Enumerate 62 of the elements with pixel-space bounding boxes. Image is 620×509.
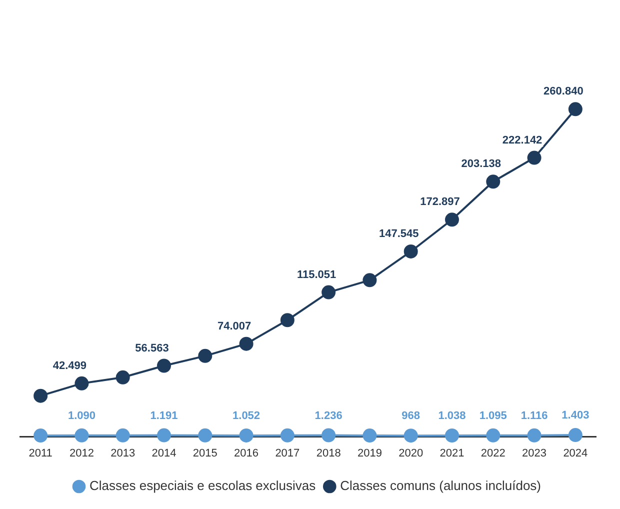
legend-label: Classes especiais e escolas exclusivas <box>89 478 316 494</box>
point <box>527 428 542 442</box>
data-label: 260.840 <box>544 86 584 98</box>
data-label: 1.191 <box>150 410 178 422</box>
point <box>445 212 459 227</box>
data-label: 147.545 <box>378 228 419 240</box>
x-tick-label: 2019 <box>357 447 382 460</box>
point <box>362 428 377 443</box>
x-tick-label: 2011 <box>28 447 52 460</box>
data-label: 968 <box>402 410 420 422</box>
x-tick-label: 2021 <box>440 447 464 460</box>
point <box>568 102 582 116</box>
x-tick-label: 2023 <box>522 447 547 460</box>
data-label: 1.052 <box>232 410 260 422</box>
data-label: 42.499 <box>52 360 87 372</box>
data-label: 56.563 <box>135 342 169 354</box>
data-label: 74.007 <box>217 320 252 332</box>
point <box>157 358 171 373</box>
point <box>74 428 89 442</box>
point <box>116 428 130 442</box>
data-label: 1.095 <box>479 410 507 422</box>
point <box>157 428 171 442</box>
legend-label: Classes comuns (alunos incluídos) <box>340 478 542 494</box>
point <box>116 370 130 384</box>
x-tick-label: 2012 <box>69 447 94 460</box>
point <box>74 376 89 390</box>
point <box>486 174 500 189</box>
data-label: 115.051 <box>296 268 336 281</box>
data-label: 222.142 <box>502 134 542 146</box>
point <box>34 388 48 403</box>
data-label: 172.897 <box>420 196 460 208</box>
data-label: 1.090 <box>68 410 96 422</box>
point <box>404 428 418 443</box>
x-tick-label: 2022 <box>480 447 506 460</box>
data-label: 1.403 <box>562 410 590 422</box>
x-tick-label: 2017 <box>275 447 300 460</box>
x-tick-label: 2013 <box>110 447 136 460</box>
point <box>486 428 500 442</box>
point <box>280 313 294 328</box>
point <box>322 285 336 300</box>
data-label: 1.116 <box>520 410 548 422</box>
point <box>198 428 212 442</box>
x-tick-label: 2015 <box>192 447 218 460</box>
point <box>280 428 294 442</box>
point <box>34 428 48 443</box>
data-label: 203.138 <box>461 158 502 170</box>
point <box>527 150 542 165</box>
x-tick-label: 2024 <box>563 447 588 460</box>
point <box>568 428 582 442</box>
point <box>322 428 336 442</box>
x-tick-label: 2016 <box>234 447 259 460</box>
point <box>198 348 212 363</box>
data-label: 1.038 <box>438 410 466 422</box>
point <box>239 428 254 442</box>
point <box>445 428 459 442</box>
point <box>404 244 418 258</box>
point <box>239 336 254 351</box>
x-tick-label: 2018 <box>316 447 341 460</box>
x-tick-label: 2020 <box>398 447 424 460</box>
x-tick-label: 2014 <box>152 447 176 460</box>
data-label: 1.236 <box>314 410 342 422</box>
point <box>362 273 377 288</box>
